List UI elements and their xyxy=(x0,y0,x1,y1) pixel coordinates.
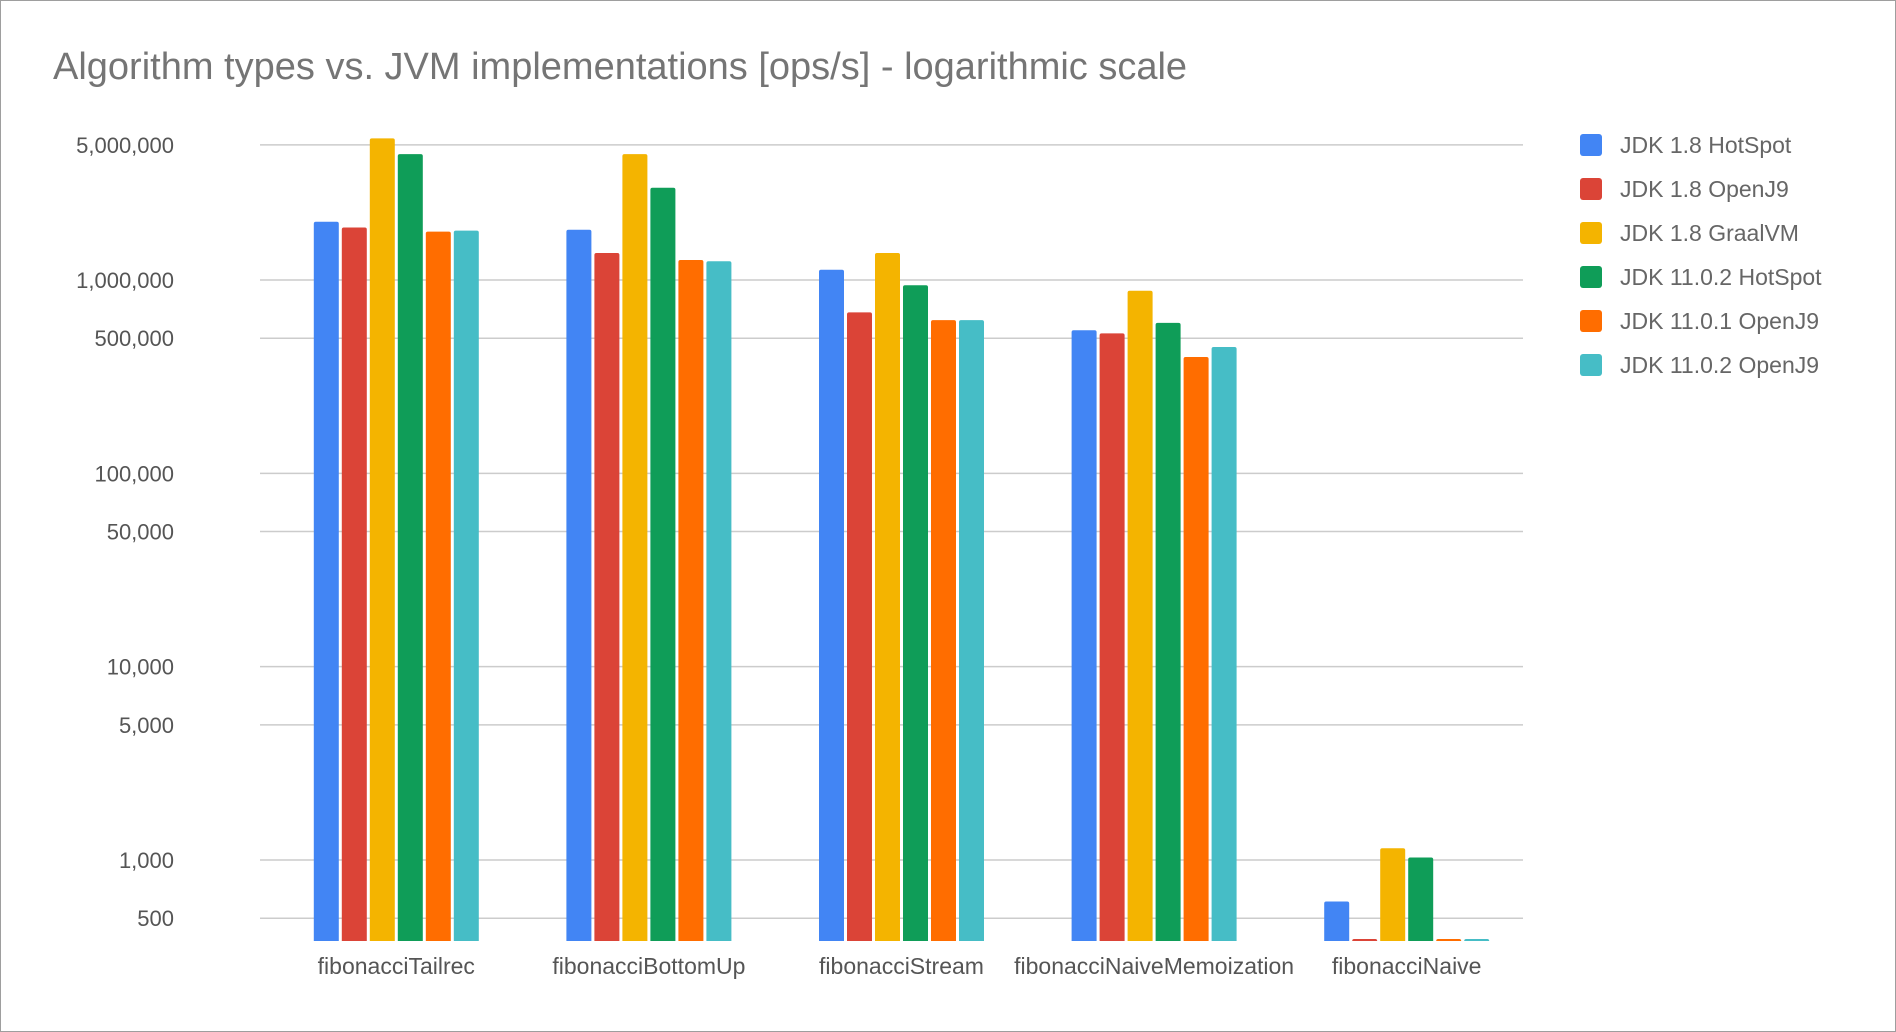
bar-fibonacciNaive-3 xyxy=(1408,857,1434,941)
legend-item: JDK 1.8 OpenJ9 xyxy=(1580,167,1822,211)
x-category-label: fibonacciStream xyxy=(819,953,984,979)
legend-swatch xyxy=(1580,134,1602,156)
bar-fibonacciBottomUp-5 xyxy=(706,261,732,941)
bar-fibonacciNaiveMemoization-4 xyxy=(1183,356,1209,942)
bar-fibonacciNaive-0 xyxy=(1324,901,1350,941)
y-tick-label: 500 xyxy=(137,906,174,931)
bar-fibonacciNaiveMemoization-5 xyxy=(1211,347,1237,941)
bar-fibonacciNaiveMemoization-1 xyxy=(1099,333,1125,941)
bar-fibonacciNaiveMemoization-0 xyxy=(1071,330,1097,941)
bar-fibonacciNaive-5 xyxy=(1464,939,1490,941)
bar-fibonacciNaive-4 xyxy=(1436,939,1462,941)
bar-fibonacciNaiveMemoization-2 xyxy=(1127,290,1153,941)
x-category-label: fibonacciNaive xyxy=(1332,953,1482,979)
bar-fibonacciTailrec-4 xyxy=(425,231,451,941)
legend-item: JDK 1.8 GraalVM xyxy=(1580,211,1822,255)
bar-fibonacciBottomUp-0 xyxy=(566,229,592,941)
legend-label: JDK 11.0.2 HotSpot xyxy=(1620,263,1822,290)
bar-fibonacciTailrec-5 xyxy=(453,230,479,941)
y-tick-label: 1,000,000 xyxy=(76,268,174,293)
legend-label: JDK 11.0.1 OpenJ9 xyxy=(1620,307,1820,334)
bar-fibonacciTailrec-0 xyxy=(313,221,339,941)
y-tick-label: 500,000 xyxy=(94,326,174,351)
y-tick-label: 5,000,000 xyxy=(76,133,174,158)
legend-item: JDK 1.8 HotSpot xyxy=(1580,123,1822,167)
bar-fibonacciTailrec-1 xyxy=(341,227,367,942)
bar-fibonacciBottomUp-4 xyxy=(678,259,704,941)
legend-swatch xyxy=(1580,354,1602,376)
legend-item: JDK 11.0.1 OpenJ9 xyxy=(1580,299,1822,343)
bar-fibonacciBottomUp-3 xyxy=(650,187,676,942)
legend-label: JDK 1.8 HotSpot xyxy=(1620,131,1792,158)
bar-fibonacciStream-4 xyxy=(931,320,956,941)
bar-fibonacciStream-2 xyxy=(875,252,900,942)
bar-fibonacciNaive-2 xyxy=(1380,848,1406,941)
bar-fibonacciStream-1 xyxy=(847,312,872,941)
legend-swatch xyxy=(1580,222,1602,244)
bar-fibonacciBottomUp-2 xyxy=(622,154,648,942)
legend-item: JDK 11.0.2 HotSpot xyxy=(1580,255,1822,299)
legend-item: JDK 11.0.2 OpenJ9 xyxy=(1580,343,1822,387)
bar-fibonacciStream-0 xyxy=(819,269,844,941)
x-category-label: fibonacciNaiveMemoization xyxy=(1014,953,1294,979)
y-tick-label: 100,000 xyxy=(94,461,174,486)
y-tick-label: 1,000 xyxy=(119,848,174,873)
bar-fibonacciNaiveMemoization-3 xyxy=(1155,322,1181,941)
x-category-label: fibonacciTailrec xyxy=(318,953,475,979)
chart-title: Algorithm types vs. JVM implementations … xyxy=(53,46,1188,88)
legend-label: JDK 11.0.2 OpenJ9 xyxy=(1620,351,1820,378)
bar-fibonacciNaive-1 xyxy=(1352,939,1378,941)
bar-fibonacciStream-3 xyxy=(903,285,928,941)
legend-swatch xyxy=(1580,178,1602,200)
legend-swatch xyxy=(1580,310,1602,332)
bar-fibonacciTailrec-2 xyxy=(369,138,395,941)
y-tick-label: 5,000 xyxy=(119,713,174,738)
legend: JDK 1.8 HotSpot JDK 1.8 OpenJ9 JDK 1.8 Gra… xyxy=(1580,123,1822,387)
y-tick-label: 10,000 xyxy=(107,655,174,680)
legend-label: JDK 1.8 GraalVM xyxy=(1620,219,1799,246)
bar-fibonacciStream-5 xyxy=(959,320,984,941)
legend-swatch xyxy=(1580,266,1602,288)
legend-label: JDK 1.8 OpenJ9 xyxy=(1620,175,1789,202)
x-category-label: fibonacciBottomUp xyxy=(552,953,745,979)
bar-fibonacciTailrec-3 xyxy=(397,154,423,942)
bar-fibonacciBottomUp-1 xyxy=(594,252,620,942)
y-tick-label: 50,000 xyxy=(107,520,174,545)
